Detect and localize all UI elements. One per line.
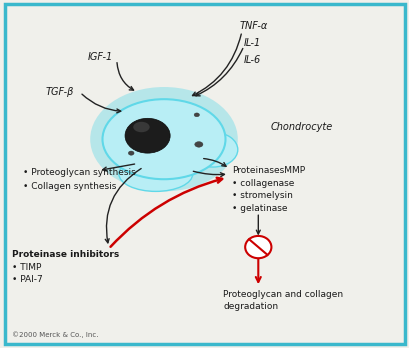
Text: • TIMP: • TIMP <box>12 263 42 272</box>
Text: • Collagen synthesis: • Collagen synthesis <box>22 182 116 191</box>
Ellipse shape <box>119 157 192 191</box>
Ellipse shape <box>194 113 199 117</box>
Ellipse shape <box>194 142 202 147</box>
Ellipse shape <box>188 132 237 167</box>
Ellipse shape <box>128 151 134 155</box>
Text: Proteinase inhibitors: Proteinase inhibitors <box>12 250 119 259</box>
Text: Proteoglycan and collagen: Proteoglycan and collagen <box>223 290 343 299</box>
Text: TGF-β: TGF-β <box>45 87 73 97</box>
Text: TNF-α: TNF-α <box>239 21 267 31</box>
Ellipse shape <box>125 118 170 153</box>
Text: • collagenase: • collagenase <box>231 179 293 188</box>
Text: IGF-1: IGF-1 <box>88 53 113 62</box>
Ellipse shape <box>133 122 149 132</box>
Ellipse shape <box>90 87 237 191</box>
Ellipse shape <box>102 99 225 179</box>
Text: • PAI-7: • PAI-7 <box>12 275 43 284</box>
Text: degradation: degradation <box>223 302 278 311</box>
Circle shape <box>245 236 271 258</box>
Text: • stromelysin: • stromelysin <box>231 191 292 200</box>
Text: IL-6: IL-6 <box>243 55 261 65</box>
Text: • Proteoglycan synthesis: • Proteoglycan synthesis <box>22 168 135 177</box>
Text: IL-1: IL-1 <box>243 39 261 48</box>
Text: Chondrocyte: Chondrocyte <box>270 122 332 132</box>
Text: • gelatinase: • gelatinase <box>231 204 286 213</box>
Text: ProteinasesMMP: ProteinasesMMP <box>231 166 304 175</box>
Text: ©2000 Merck & Co., Inc.: ©2000 Merck & Co., Inc. <box>12 331 99 338</box>
